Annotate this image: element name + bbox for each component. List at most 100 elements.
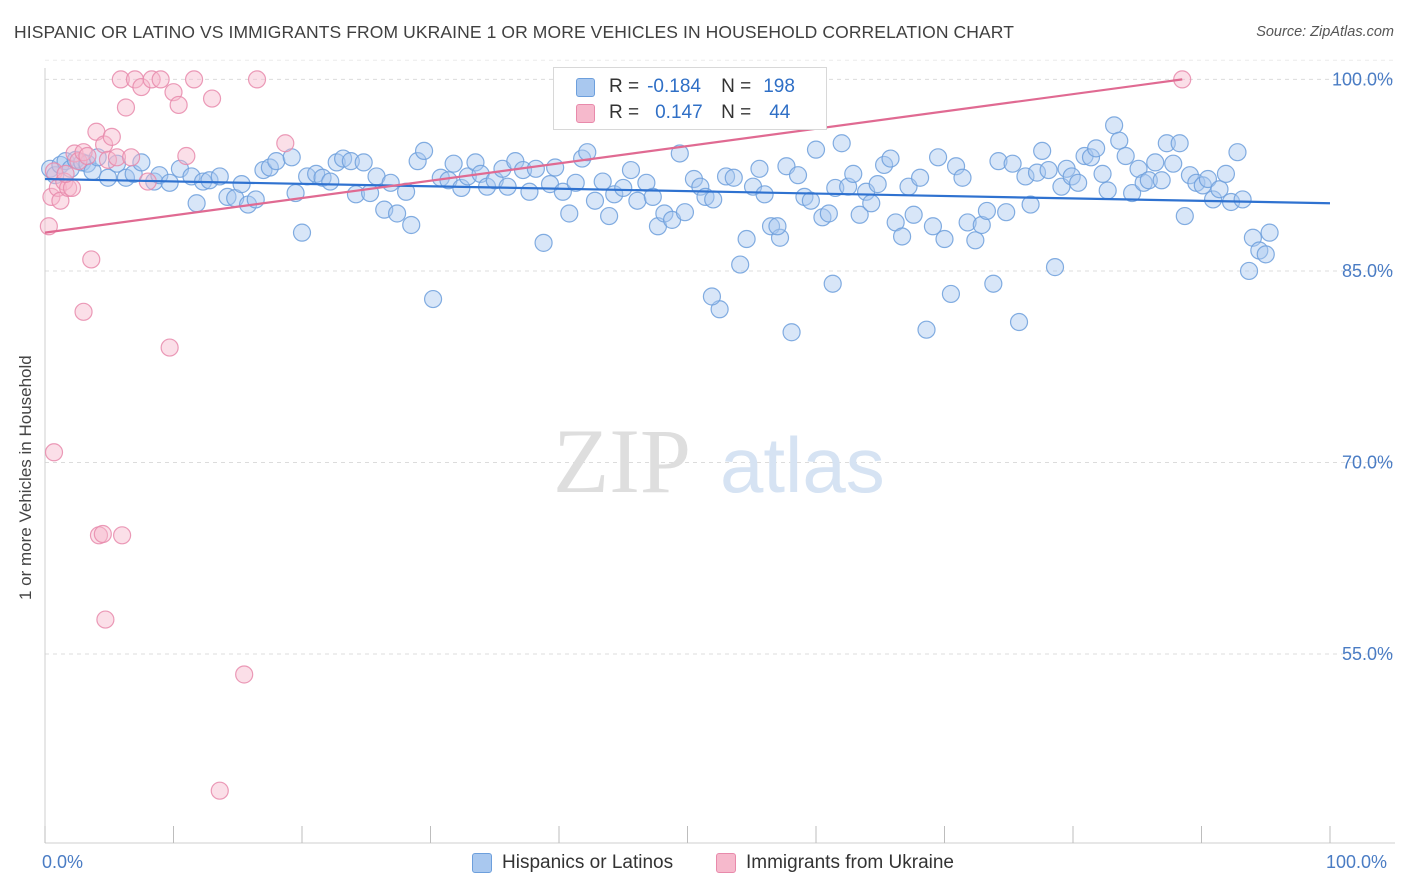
source-note: Source: ZipAtlas.com [1256,24,1394,40]
legend-label-ukraine: Immigrants from Ukraine [746,852,954,873]
hispanic-point [1081,148,1101,167]
hispanic-point [862,194,881,213]
hispanic-point [917,320,936,339]
hispanic-point [1039,160,1058,180]
hispanic-point [381,173,400,192]
legend-r-value: -0.184 [647,76,701,97]
ukraine-point [74,302,93,321]
ukraine-point [116,98,136,117]
hispanic-point [1069,173,1088,192]
hispanic-point [1152,171,1171,190]
hispanic-point [526,159,545,178]
hispanic-point [1164,154,1183,173]
ukraine-point [247,70,267,89]
hispanic-point [1134,173,1153,192]
x-axis-max-label: 100.0% [1326,852,1388,872]
hispanic-point [850,205,869,224]
hispanic-point [292,223,312,242]
hispanic-point [984,274,1003,293]
ukraine-point [78,146,97,166]
hispanic-point [600,206,619,226]
legend-row-ukraine: R = 0.147 N = 44 [576,101,790,125]
ukraine-point [95,135,114,154]
hispanic-point [844,164,863,183]
hispanic-point [868,175,887,194]
hispanic-point [160,173,179,192]
hispanic-point [402,215,421,235]
hispanic-point [801,191,820,210]
legend-swatch-blue [576,77,595,97]
legend-r-value: 0.147 [655,102,703,123]
ukraine-point [235,665,254,684]
hispanic-point [466,153,485,172]
legend-item-ukraine[interactable]: Immigrants from Ukraine [716,852,954,874]
hispanic-point [770,228,790,247]
hispanic-point [1093,164,1112,183]
hispanic-point [788,166,808,185]
hispanic-point [354,153,373,172]
legend-n-value: 198 [763,76,795,97]
ukraine-point [42,187,61,206]
hispanic-point [1045,258,1065,277]
hispanic-point [1239,261,1259,281]
hispanic-point [1105,116,1124,135]
legend-swatch-pink [716,853,736,873]
hispanic-point [806,140,826,159]
hispanic-point [1203,190,1223,209]
hispanic-point [218,187,237,206]
hispanic-point [1129,159,1148,178]
chart-title: HISPANIC OR LATINO VS IMMIGRANTS FROM UK… [14,22,1015,42]
hispanic-point [731,255,750,274]
hispanic-point [1228,143,1247,162]
y-axis-title: 1 or more Vehicles in Household [16,355,35,600]
legend-n-value: 44 [769,102,791,123]
hispanic-point [414,141,434,161]
watermark-zip: ZIP [553,410,691,512]
ukraine-point [121,148,141,167]
ukraine-point [56,164,75,183]
hispanic-point [444,154,463,173]
legend-item-hispanics[interactable]: Hispanics or Latinos [472,852,673,874]
hispanic-point [1098,181,1117,200]
hispanic-point [546,158,565,177]
hispanic-point [132,153,151,172]
hispanic-point [953,168,972,187]
hispanic-point [768,217,787,236]
ukraine-point [96,610,115,629]
hispanic-point [966,231,985,250]
legend-r-label: R = [609,76,640,97]
legend-row-hispanics: R = -0.184 N = 198 [576,75,795,99]
hispanic-point [560,204,579,223]
series-hispanics-points [41,116,1279,342]
hispanic-point [997,203,1016,222]
ukraine-point [202,89,222,108]
hispanic-point [1210,180,1229,199]
ukraine-point [160,338,179,357]
ukraine-point [111,70,130,89]
hispanic-point [1016,167,1035,186]
hispanic-point [881,149,900,168]
hispanic-point [1170,134,1189,153]
hispanic-point [1139,171,1158,190]
hispanic-point [232,175,251,194]
ukraine-point [169,95,188,115]
trend-lines [44,78,1331,234]
hispanic-point [1146,153,1165,172]
hispanic-point [1216,164,1236,183]
hispanic-point [1157,134,1176,153]
hispanic-point [724,168,743,187]
hispanic-point [1260,223,1279,242]
y-tick-label: 55.0% [1342,644,1393,664]
hispanic-point [408,152,427,171]
axes [44,68,1395,844]
hispanic-point [904,205,923,224]
hispanic-point [553,182,572,201]
hispanic-point [628,191,647,210]
hispanic-point [1110,131,1129,150]
hispanic-point [782,323,801,342]
hispanic-point [1033,141,1052,161]
legend-n-label: N = [721,76,752,97]
hispanic-point [750,159,769,178]
hispanic-point [520,182,539,201]
ukraine-point [177,146,196,166]
